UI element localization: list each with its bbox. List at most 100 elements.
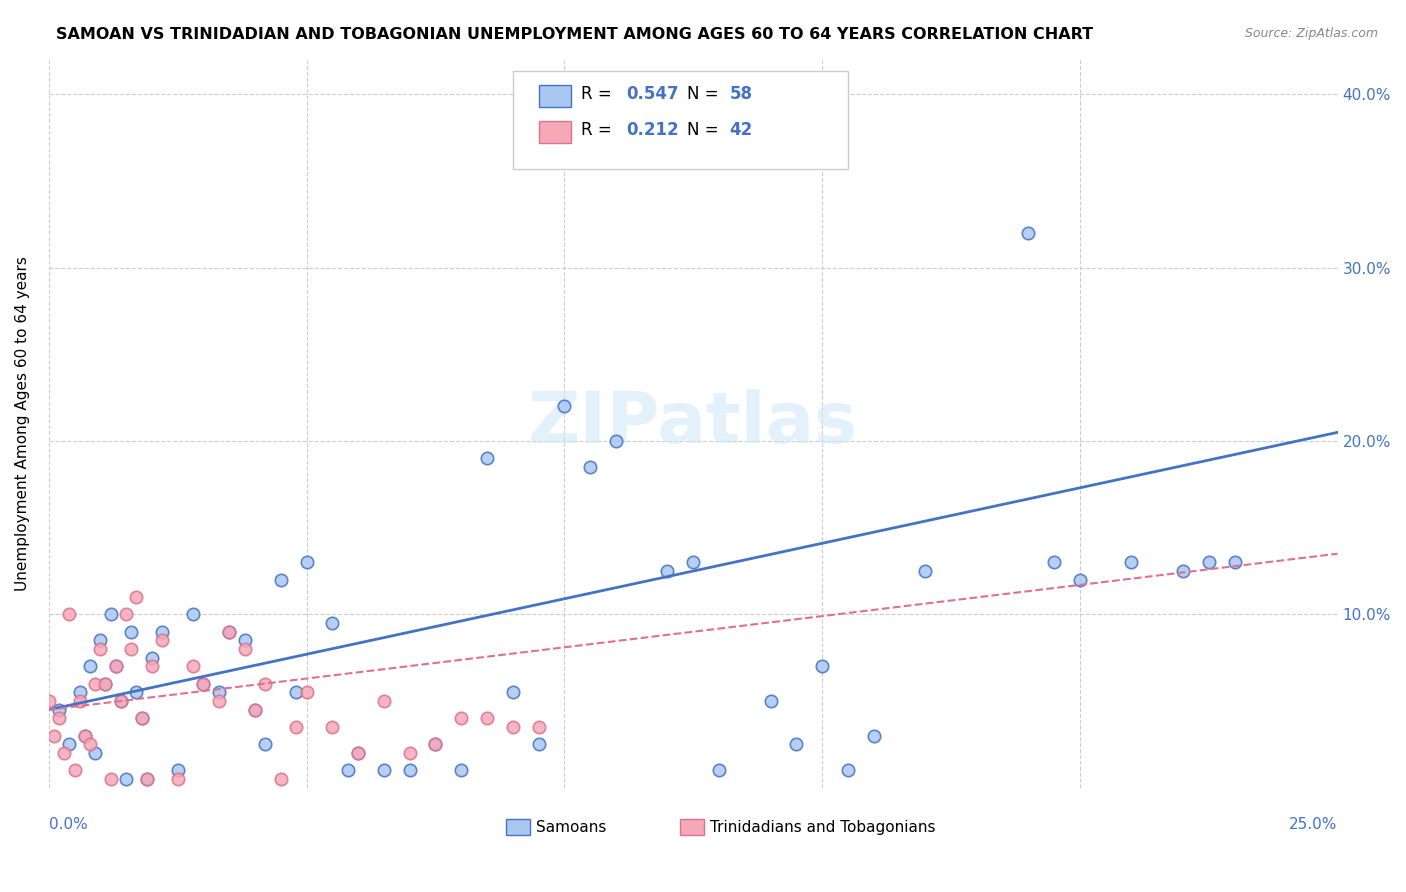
Point (295, 555, 318, 569)
Point (63, 764, 86, 778)
Point (218, 624, 240, 639)
Point (1171, 564, 1194, 578)
Point (1069, 573, 1091, 587)
Point (193, 677, 215, 691)
FancyBboxPatch shape (513, 70, 848, 169)
Point (605, 434, 627, 448)
Text: 58: 58 (730, 85, 752, 103)
Point (254, 738, 277, 752)
Point (110, 694, 132, 708)
Point (115, 772, 138, 786)
Point (100, 772, 122, 786)
Point (125, 685, 148, 699)
Point (1017, 226, 1039, 240)
Point (1043, 555, 1066, 569)
Point (166, 764, 188, 778)
Point (682, 555, 704, 569)
FancyBboxPatch shape (506, 819, 530, 835)
Point (243, 703, 266, 717)
Point (502, 720, 524, 734)
Point (135, 772, 157, 786)
Point (233, 642, 256, 657)
Point (84, 746, 107, 760)
Text: SAMOAN VS TRINIDADIAN AND TOBAGONIAN UNEMPLOYMENT AMONG AGES 60 TO 64 YEARS CORR: SAMOAN VS TRINIDADIAN AND TOBAGONIAN UNE… (56, 27, 1094, 42)
Point (100, 607, 122, 622)
Point (475, 451, 498, 466)
Point (115, 607, 138, 622)
Point (69, 685, 91, 699)
Point (125, 590, 148, 604)
Point (193, 677, 215, 691)
Point (89, 642, 111, 657)
Point (285, 720, 308, 734)
Point (373, 764, 395, 778)
Point (398, 764, 420, 778)
Point (79, 738, 101, 752)
Text: R =: R = (581, 121, 623, 139)
Point (1121, 555, 1143, 569)
Point (110, 694, 132, 708)
Point (321, 615, 343, 630)
Point (73, 729, 96, 743)
Text: 0.212: 0.212 (626, 121, 679, 139)
Point (270, 772, 292, 786)
Point (579, 460, 602, 475)
Point (425, 738, 447, 752)
Point (295, 685, 318, 699)
Point (1223, 555, 1246, 569)
Point (553, 400, 575, 414)
Text: 0.547: 0.547 (626, 85, 679, 103)
Point (321, 720, 343, 734)
Point (79, 659, 101, 673)
Point (84, 677, 107, 691)
Point (141, 659, 163, 673)
Point (336, 764, 359, 778)
Point (42, 729, 65, 743)
FancyBboxPatch shape (538, 121, 571, 144)
Text: N =: N = (686, 121, 724, 139)
Point (450, 711, 472, 725)
Point (166, 772, 188, 786)
Point (94, 677, 117, 691)
Text: R =: R = (581, 85, 617, 103)
Point (131, 711, 153, 725)
Point (48, 711, 70, 725)
FancyBboxPatch shape (681, 819, 703, 835)
Point (837, 764, 859, 778)
Point (208, 694, 231, 708)
Point (69, 694, 91, 708)
FancyBboxPatch shape (538, 85, 571, 107)
Point (862, 729, 884, 743)
Point (1198, 555, 1220, 569)
Text: Trinidadians and Tobagonians: Trinidadians and Tobagonians (710, 820, 935, 835)
Point (657, 564, 679, 578)
Text: Samoans: Samoans (536, 820, 606, 835)
Point (450, 764, 472, 778)
Point (181, 607, 204, 622)
Point (759, 694, 782, 708)
Point (502, 685, 524, 699)
Point (285, 685, 308, 699)
Point (243, 703, 266, 717)
Point (131, 711, 153, 725)
Text: 42: 42 (730, 121, 752, 139)
Point (475, 711, 498, 725)
Point (914, 564, 936, 578)
Text: 25.0%: 25.0% (1289, 817, 1337, 832)
Text: N =: N = (686, 85, 724, 103)
Point (135, 772, 157, 786)
Point (38, 694, 60, 708)
Point (527, 720, 550, 734)
Point (254, 677, 277, 691)
Point (373, 694, 395, 708)
Point (707, 764, 730, 778)
Point (94, 677, 117, 691)
Point (58, 738, 80, 752)
Point (218, 624, 240, 639)
Point (181, 659, 204, 673)
Point (398, 746, 420, 760)
Point (208, 685, 231, 699)
Point (89, 633, 111, 648)
Point (347, 746, 370, 760)
Point (811, 659, 834, 673)
